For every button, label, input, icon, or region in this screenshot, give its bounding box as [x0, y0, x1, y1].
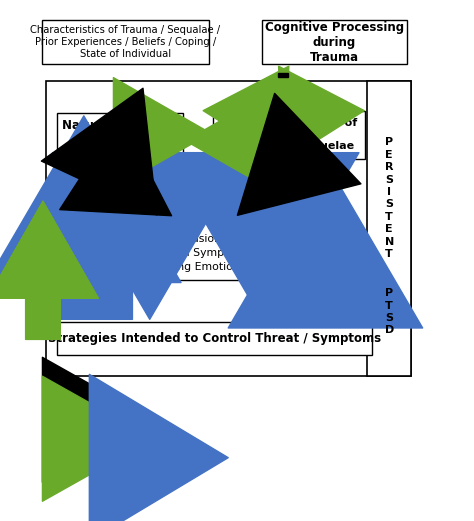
Text: Current Threat: Current Threat [155, 220, 246, 231]
FancyBboxPatch shape [278, 72, 288, 77]
FancyBboxPatch shape [57, 113, 182, 153]
Text: Intrusions: Intrusions [173, 234, 227, 244]
FancyBboxPatch shape [128, 217, 273, 280]
FancyBboxPatch shape [57, 322, 372, 355]
Text: Cognitive Processing
during
Trauma: Cognitive Processing during Trauma [264, 21, 404, 64]
Text: Strategies Intended to Control Threat / Symptoms: Strategies Intended to Control Threat / … [48, 332, 381, 345]
FancyBboxPatch shape [213, 111, 365, 158]
Text: Arousal Symptoms: Arousal Symptoms [149, 249, 251, 258]
FancyBboxPatch shape [46, 81, 411, 376]
Text: P
T
S
D: P T S D [384, 288, 394, 336]
Text: Strong Emotions: Strong Emotions [155, 262, 246, 272]
Text: Key: Key [42, 391, 65, 404]
Text: P
E
R
S
I
S
T
E
N
T: P E R S I S T E N T [384, 138, 394, 259]
Text: Matching Triggers: Matching Triggers [102, 195, 215, 206]
Text: Leads to: Leads to [42, 415, 89, 425]
FancyBboxPatch shape [99, 190, 218, 212]
FancyBboxPatch shape [367, 81, 411, 376]
FancyBboxPatch shape [262, 20, 407, 64]
Text: Prevents change in: Prevents change in [42, 453, 149, 463]
Text: Influences: Influences [42, 434, 100, 444]
FancyBboxPatch shape [42, 20, 209, 64]
Text: Characteristics of Trauma / Sequalae /
Prior Experiences / Beliefs / Coping /
St: Characteristics of Trauma / Sequalae / P… [30, 26, 220, 59]
Text: Nature of Trauma
Memory: Nature of Trauma Memory [62, 119, 178, 147]
Text: Negative Appraisal of
Trauma
and / or its Sequelae: Negative Appraisal of Trauma and / or it… [221, 118, 357, 152]
